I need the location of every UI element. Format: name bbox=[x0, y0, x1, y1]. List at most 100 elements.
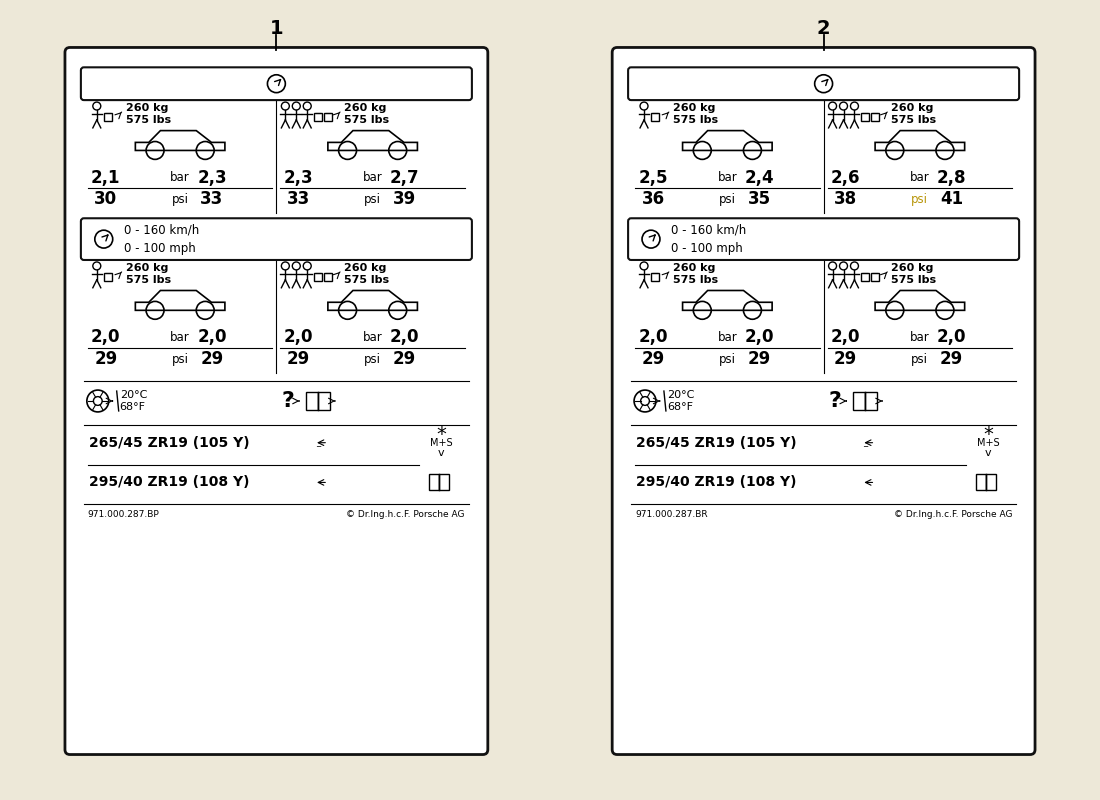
Text: 2,0: 2,0 bbox=[197, 329, 227, 346]
Text: 260 kg: 260 kg bbox=[891, 263, 934, 273]
Text: 20°C: 20°C bbox=[667, 390, 694, 400]
Text: 2,7: 2,7 bbox=[389, 169, 419, 186]
Text: 575 lbs: 575 lbs bbox=[344, 115, 389, 125]
Text: bar: bar bbox=[910, 331, 930, 344]
Text: 2,1: 2,1 bbox=[91, 169, 121, 186]
Bar bbox=[103, 113, 112, 121]
Text: 260 kg: 260 kg bbox=[891, 103, 934, 113]
Text: 260 kg: 260 kg bbox=[673, 103, 715, 113]
Text: M+S: M+S bbox=[430, 438, 452, 448]
Text: 2,5: 2,5 bbox=[638, 169, 668, 186]
Text: v: v bbox=[438, 448, 444, 458]
Text: _: _ bbox=[864, 438, 868, 447]
Text: 575 lbs: 575 lbs bbox=[125, 275, 170, 285]
FancyBboxPatch shape bbox=[977, 474, 987, 490]
Text: 260 kg: 260 kg bbox=[125, 263, 168, 273]
FancyBboxPatch shape bbox=[65, 47, 487, 754]
Text: 971.000.287.BP: 971.000.287.BP bbox=[88, 510, 160, 518]
Text: 29: 29 bbox=[393, 350, 416, 368]
Text: 2,3: 2,3 bbox=[284, 169, 314, 186]
Text: 30: 30 bbox=[95, 190, 118, 209]
Bar bbox=[315, 273, 322, 281]
Text: v: v bbox=[984, 448, 991, 458]
Text: bar: bar bbox=[363, 171, 383, 184]
FancyBboxPatch shape bbox=[628, 67, 1019, 100]
Text: 29: 29 bbox=[641, 350, 664, 368]
Bar bbox=[324, 273, 332, 281]
FancyBboxPatch shape bbox=[81, 218, 472, 260]
Text: 575 lbs: 575 lbs bbox=[891, 115, 936, 125]
FancyBboxPatch shape bbox=[306, 392, 318, 410]
Text: 2,0: 2,0 bbox=[389, 329, 419, 346]
Text: bar: bar bbox=[910, 171, 930, 184]
Text: 265/45 ZR19 (105 Y): 265/45 ZR19 (105 Y) bbox=[89, 436, 250, 450]
Text: psi: psi bbox=[912, 193, 928, 206]
Bar bbox=[861, 113, 869, 121]
Text: 38: 38 bbox=[834, 190, 857, 209]
FancyBboxPatch shape bbox=[987, 474, 997, 490]
FancyBboxPatch shape bbox=[628, 218, 1019, 260]
FancyBboxPatch shape bbox=[81, 67, 472, 100]
Text: *: * bbox=[983, 426, 993, 444]
Text: 2,0: 2,0 bbox=[937, 329, 967, 346]
Bar bbox=[324, 113, 332, 121]
Text: 36: 36 bbox=[641, 190, 664, 209]
Text: 68°F: 68°F bbox=[120, 402, 145, 412]
Text: 260 kg: 260 kg bbox=[673, 263, 715, 273]
Bar bbox=[861, 273, 869, 281]
Text: 1: 1 bbox=[270, 19, 283, 38]
FancyBboxPatch shape bbox=[866, 392, 878, 410]
Text: 0 - 160 km/h
0 - 100 mph: 0 - 160 km/h 0 - 100 mph bbox=[123, 223, 199, 255]
Text: 33: 33 bbox=[200, 190, 223, 209]
Text: 2,0: 2,0 bbox=[91, 329, 121, 346]
Text: ?: ? bbox=[282, 391, 294, 411]
Text: psi: psi bbox=[718, 353, 736, 366]
Text: 35: 35 bbox=[748, 190, 771, 209]
Text: 295/40 ZR19 (108 Y): 295/40 ZR19 (108 Y) bbox=[636, 475, 796, 490]
Bar bbox=[871, 113, 879, 121]
Text: 0 - 160 km/h
0 - 100 mph: 0 - 160 km/h 0 - 100 mph bbox=[671, 223, 746, 255]
Text: _: _ bbox=[316, 438, 320, 447]
Text: M+S: M+S bbox=[977, 438, 1000, 448]
Text: 33: 33 bbox=[287, 190, 310, 209]
Text: 41: 41 bbox=[940, 190, 964, 209]
Text: bar: bar bbox=[170, 171, 190, 184]
Text: 2,0: 2,0 bbox=[284, 329, 314, 346]
Text: 260 kg: 260 kg bbox=[344, 103, 386, 113]
Text: psi: psi bbox=[172, 353, 188, 366]
Text: 295/40 ZR19 (108 Y): 295/40 ZR19 (108 Y) bbox=[89, 475, 250, 490]
Text: psi: psi bbox=[364, 353, 382, 366]
Text: 575 lbs: 575 lbs bbox=[344, 275, 389, 285]
Bar bbox=[103, 273, 112, 281]
Text: 39: 39 bbox=[393, 190, 416, 209]
Text: 575 lbs: 575 lbs bbox=[891, 275, 936, 285]
Text: 575 lbs: 575 lbs bbox=[125, 115, 170, 125]
Text: psi: psi bbox=[172, 193, 188, 206]
Text: *: * bbox=[436, 426, 446, 444]
Text: 2,6: 2,6 bbox=[830, 169, 860, 186]
Text: bar: bar bbox=[170, 331, 190, 344]
Bar bbox=[651, 273, 659, 281]
FancyBboxPatch shape bbox=[854, 392, 866, 410]
Text: 29: 29 bbox=[200, 350, 223, 368]
Text: psi: psi bbox=[364, 193, 382, 206]
FancyBboxPatch shape bbox=[318, 392, 330, 410]
Text: 2,3: 2,3 bbox=[197, 169, 227, 186]
Text: 2,4: 2,4 bbox=[745, 169, 774, 186]
Text: 68°F: 68°F bbox=[667, 402, 693, 412]
Text: ?: ? bbox=[828, 391, 842, 411]
Bar bbox=[315, 113, 322, 121]
Text: 29: 29 bbox=[748, 350, 771, 368]
Text: 20°C: 20°C bbox=[120, 390, 147, 400]
Bar bbox=[871, 273, 879, 281]
Text: 29: 29 bbox=[287, 350, 310, 368]
Text: © Dr.Ing.h.c.F. Porsche AG: © Dr.Ing.h.c.F. Porsche AG bbox=[893, 510, 1012, 518]
Text: bar: bar bbox=[363, 331, 383, 344]
Text: 29: 29 bbox=[95, 350, 118, 368]
FancyBboxPatch shape bbox=[613, 47, 1035, 754]
Text: 265/45 ZR19 (105 Y): 265/45 ZR19 (105 Y) bbox=[636, 436, 796, 450]
Text: 971.000.287.BR: 971.000.287.BR bbox=[635, 510, 707, 518]
Text: 575 lbs: 575 lbs bbox=[673, 115, 718, 125]
Text: bar: bar bbox=[717, 171, 737, 184]
Text: 29: 29 bbox=[940, 350, 964, 368]
